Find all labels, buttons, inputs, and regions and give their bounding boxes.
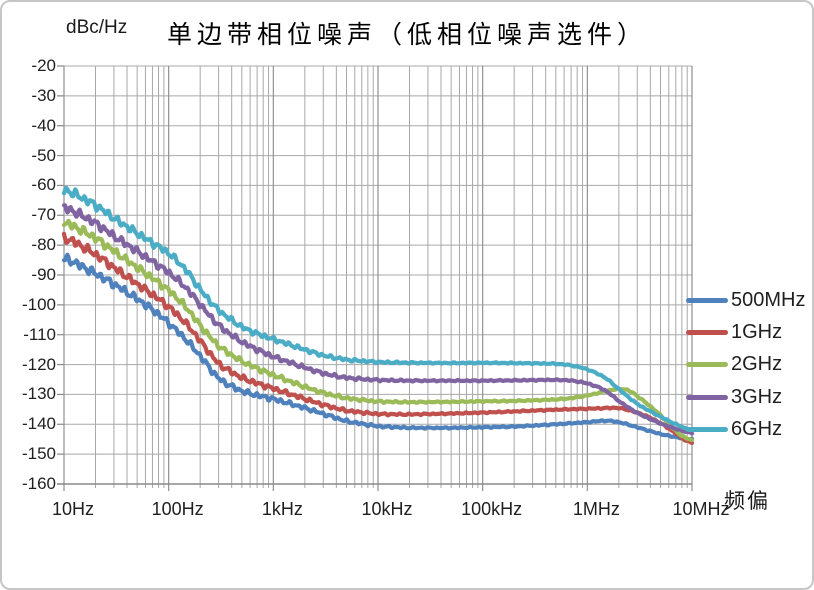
legend-swatch-2ghz xyxy=(686,362,728,368)
y-tick-label: -100 xyxy=(21,294,56,314)
y-tick-label: -120 xyxy=(21,354,56,374)
y-tick-label: -160 xyxy=(21,474,56,493)
y-tick-label: -110 xyxy=(23,324,56,344)
legend-item-2ghz: 2GHz xyxy=(686,349,805,381)
y-tick-label: -130 xyxy=(21,384,56,404)
series-line-2ghz xyxy=(61,218,695,442)
legend-label: 1GHz xyxy=(731,321,783,344)
legend-swatch-500mhz xyxy=(686,297,728,303)
series-line-1ghz xyxy=(61,231,695,445)
y-tick-label: -140 xyxy=(21,414,56,434)
legend-item-1ghz: 1GHz xyxy=(686,316,805,348)
legend-swatch-1ghz xyxy=(686,330,728,336)
chart-title: 单边带相位噪声（低相位噪声选件） xyxy=(166,22,647,49)
series-line-3ghz xyxy=(61,203,695,436)
y-tick-label: -50 xyxy=(31,145,56,165)
series-line-500mhz xyxy=(61,252,695,442)
y-tick-label: -30 xyxy=(31,85,56,105)
series-line-6ghz xyxy=(61,185,695,432)
x-tick-label: 100Hz xyxy=(151,499,204,519)
x-tick-label: 10kHz xyxy=(361,499,413,519)
legend-label: 2GHz xyxy=(731,353,783,376)
legend-item-500mhz: 500MHz xyxy=(686,284,805,316)
y-tick-label: -80 xyxy=(31,235,56,255)
x-tick-label: 100kHz xyxy=(461,499,523,519)
x-tick-label: 1kHz xyxy=(261,499,303,519)
y-tick-label: -150 xyxy=(21,444,56,464)
y-tick-label: -60 xyxy=(31,175,56,195)
x-tick-label: 1MHz xyxy=(572,499,620,519)
y-tick-label: -90 xyxy=(31,265,56,284)
legend-item-6ghz: 6GHz xyxy=(686,414,805,446)
y-tick-label: -20 xyxy=(31,56,56,75)
legend-swatch-3ghz xyxy=(686,394,728,400)
x-axis-title: 频偏 xyxy=(724,489,770,513)
legend: 500MHz 1GHz 2GHz 3GHz 6GHz xyxy=(686,284,805,446)
x-tick-label: 10MHz xyxy=(672,499,730,519)
y-tick-label: -70 xyxy=(31,205,56,225)
x-tick-label: 10Hz xyxy=(51,499,95,519)
legend-label: 3GHz xyxy=(731,385,783,408)
legend-label: 500MHz xyxy=(731,288,806,311)
legend-item-3ghz: 3GHz xyxy=(686,381,805,413)
y-axis-unit-label: dBc/Hz xyxy=(66,17,128,38)
legend-swatch-6ghz xyxy=(686,427,728,433)
y-tick-label: -40 xyxy=(31,115,56,135)
legend-label: 6GHz xyxy=(731,418,783,441)
